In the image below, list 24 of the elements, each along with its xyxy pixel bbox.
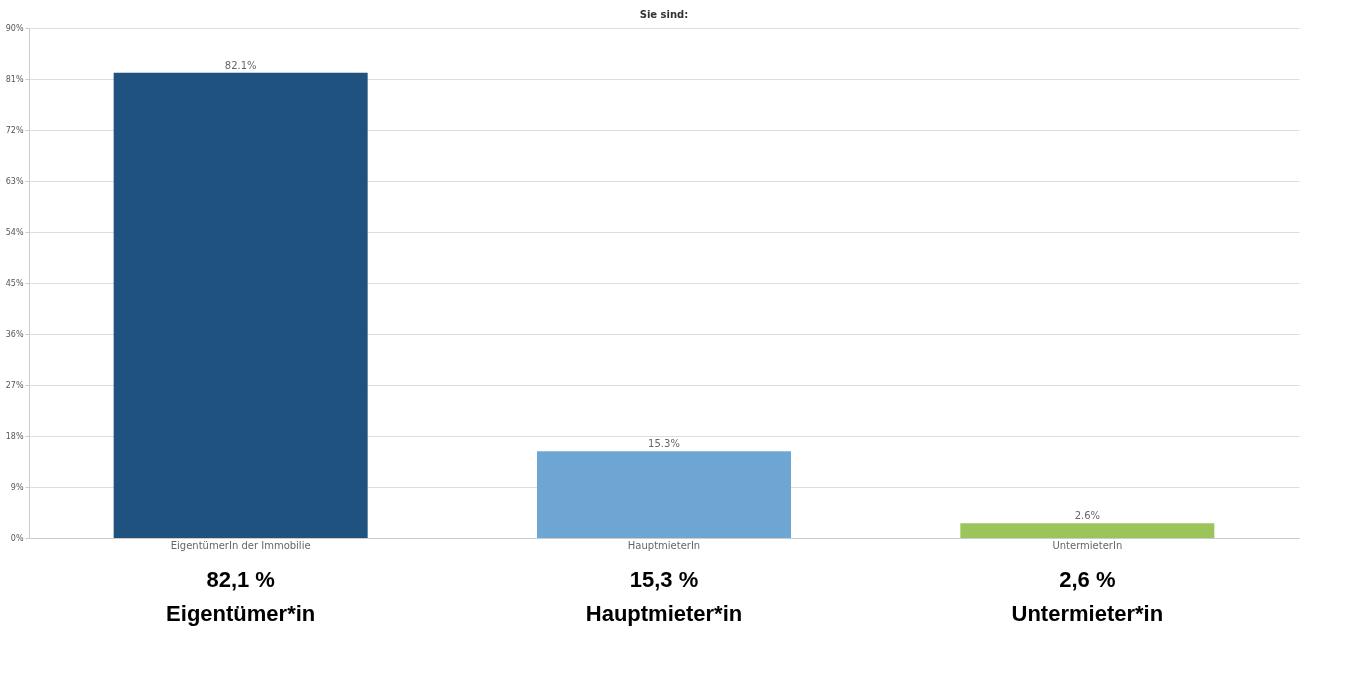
bar <box>537 451 791 538</box>
y-tick-label: 45% <box>5 278 24 288</box>
x-tick-label: EigentümerIn der Immobilie <box>170 539 311 551</box>
y-tick-label: 63% <box>5 176 24 186</box>
y-tick-label: 81% <box>5 74 24 84</box>
data-label: 15.3% <box>648 438 680 450</box>
x-tick-label: UntermieterIn <box>1052 539 1123 551</box>
y-tick-label: 18% <box>5 431 24 441</box>
y-tick-label: 0% <box>10 533 24 543</box>
y-tick-label: 27% <box>5 380 24 390</box>
chart-title: Sie sind: <box>639 9 689 20</box>
y-tick-label: 72% <box>5 125 24 135</box>
bar <box>960 523 1215 538</box>
y-tick-label: 90% <box>5 23 24 33</box>
text: 82,1 % Eigentümer*in <box>166 567 316 626</box>
y-tick-label: 36% <box>5 329 24 339</box>
bar <box>113 72 368 538</box>
y-tick-label: 9% <box>10 482 24 492</box>
text: 15,3 % Hauptmieter*in <box>585 567 743 626</box>
data-label: 82.1% <box>224 59 257 71</box>
text: 2,6 % Untermieter*in <box>1011 567 1164 626</box>
y-tick-label: 54% <box>5 227 24 237</box>
x-tick-label: HauptmieterIn <box>627 539 701 551</box>
data-label: 2.6% <box>1074 510 1101 522</box>
